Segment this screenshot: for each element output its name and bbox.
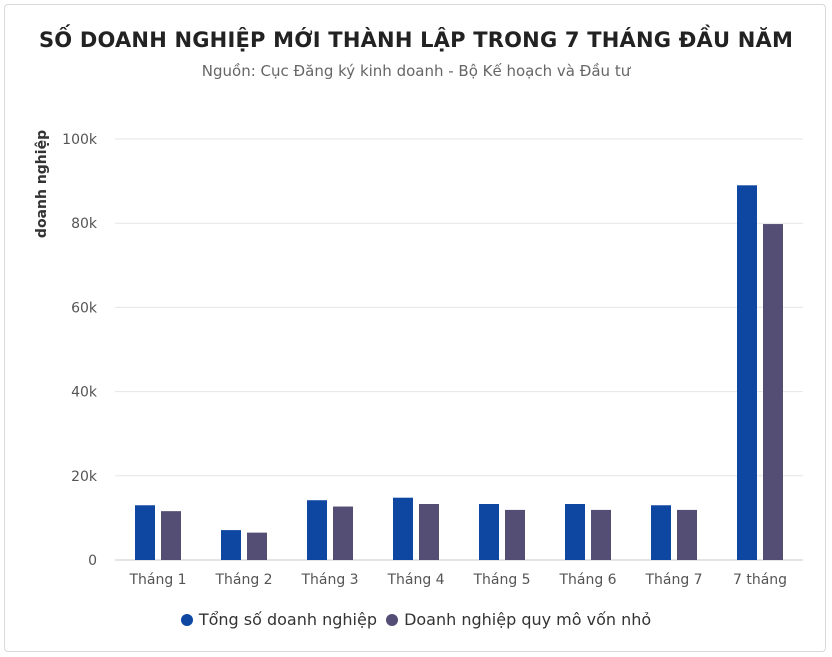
chart-title: SỐ DOANH NGHIỆP MỚI THÀNH LẬP TRONG 7 TH… — [38, 28, 794, 52]
legend-label-series-1: Tổng số doanh nghiệp — [198, 610, 377, 629]
bar-small-capital — [161, 511, 181, 560]
x-tick-label: Tháng 4 — [386, 572, 444, 588]
bar-small-capital — [333, 506, 353, 560]
bar-total — [221, 530, 241, 560]
x-tick-label: Tháng 5 — [472, 572, 530, 588]
x-tick-label: Tháng 3 — [300, 572, 358, 588]
bar-small-capital — [677, 509, 697, 560]
bar-small-capital — [763, 224, 783, 561]
bar-small-capital — [591, 509, 611, 560]
legend-label-series-2: Doanh nghiệp quy mô vốn nhỏ — [404, 610, 652, 629]
y-tick-label: 60k — [71, 300, 98, 316]
y-tick-label: 0 — [88, 553, 97, 569]
y-tick-label: 20k — [71, 469, 98, 485]
legend-marker-series-1 — [180, 613, 193, 626]
y-tick-label: 100k — [62, 132, 98, 148]
x-tick-label: Tháng 6 — [558, 572, 616, 588]
bar-total — [651, 505, 671, 560]
chart-subtitle: Nguồn: Cục Đăng ký kinh doanh - Bộ Kế ho… — [201, 62, 631, 80]
y-axis-label: doanh nghiệp — [34, 130, 50, 238]
bar-small-capital — [505, 509, 525, 560]
y-tick-label: 80k — [71, 216, 98, 232]
bar-small-capital — [247, 532, 267, 560]
x-tick-label: Tháng 1 — [128, 572, 186, 588]
legend-item-series-2[interactable]: Doanh nghiệp quy mô vốn nhỏ — [386, 610, 651, 629]
y-tick-label: 40k — [71, 385, 98, 401]
bar-total — [393, 497, 413, 560]
bar-total — [135, 505, 155, 560]
bar-small-capital — [419, 504, 439, 560]
legend-item-series-1[interactable]: Tổng số doanh nghiệp — [180, 610, 377, 629]
x-tick-label: 7 tháng — [733, 572, 787, 588]
bar-total — [565, 504, 585, 560]
x-tick-label: Tháng 2 — [214, 572, 272, 588]
x-tick-label: Tháng 7 — [644, 572, 702, 588]
chart-legend: Tổng số doanh nghiệp Doanh nghiệp quy mô… — [0, 610, 832, 630]
bar-total — [307, 500, 327, 560]
legend-marker-series-2 — [386, 613, 399, 626]
bar-total — [737, 185, 757, 560]
bar-total — [479, 504, 499, 560]
